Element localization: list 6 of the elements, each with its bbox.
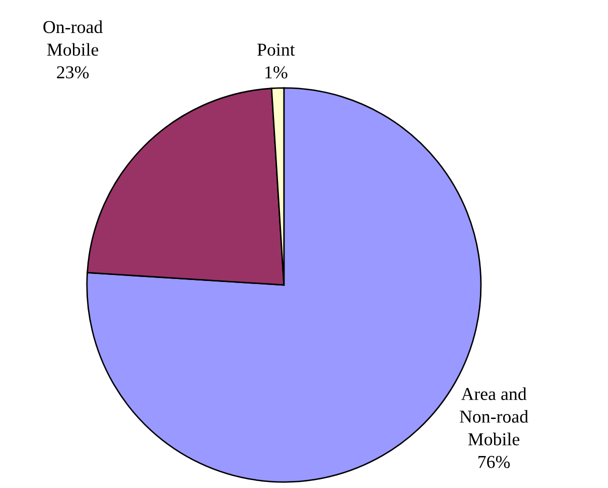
slice-label: Area and Non-road Mobile — [460, 387, 528, 446]
slice-label: On-road Mobile — [43, 20, 103, 56]
data-label: 23% — [57, 66, 89, 78]
slice-label: Point — [257, 44, 295, 56]
data-label: 1% — [265, 66, 288, 78]
data-label: 76% — [478, 456, 510, 468]
